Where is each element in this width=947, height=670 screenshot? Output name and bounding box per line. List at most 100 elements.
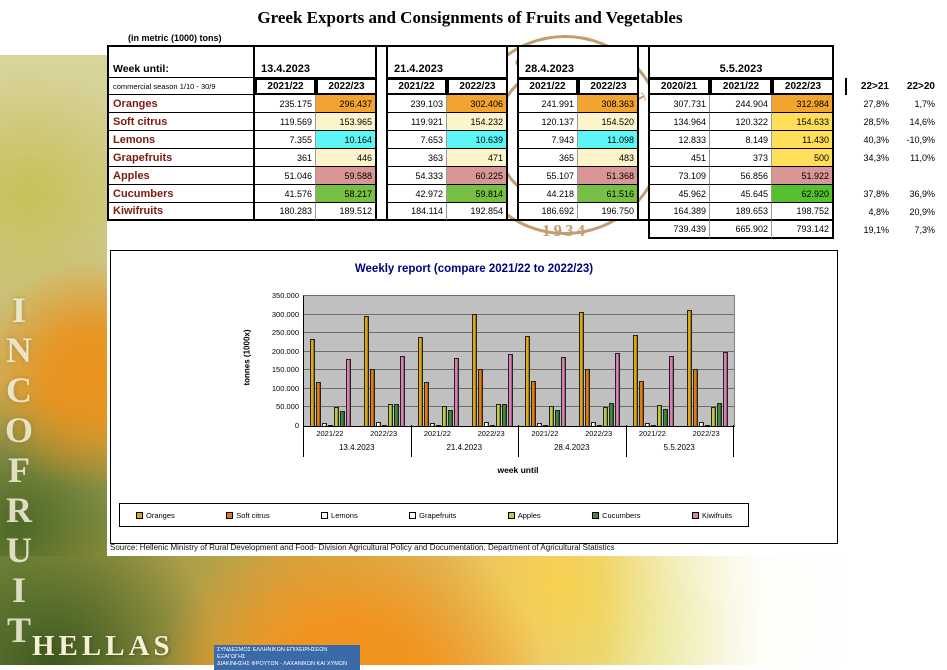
pct-value	[845, 167, 895, 185]
value-cell: 8.149	[710, 131, 772, 149]
value-cell: 51.368	[578, 167, 639, 185]
value-cell: 134.964	[648, 113, 710, 131]
y-tick-label: 250.000	[271, 328, 299, 338]
bar-kiwifruits	[346, 359, 352, 426]
legend-label: Apples	[517, 510, 541, 520]
value-cell: 302.406	[447, 95, 508, 113]
bar-grapefruits	[543, 425, 549, 426]
total-pct-value: 7,3%	[914, 225, 935, 235]
bar-cucumbers	[609, 403, 615, 426]
legend-swatch-apples	[507, 511, 515, 519]
value-cell: 45.645	[710, 185, 772, 203]
value-cell: 73.109	[648, 167, 710, 185]
legend-label: Kiwifruits	[701, 510, 732, 520]
brand-letter: N	[6, 330, 32, 370]
bar-apples	[441, 405, 447, 426]
legend-item: Grapefruits	[409, 511, 456, 520]
y-tick-label: 300.000	[271, 309, 299, 319]
x-axis-title: week until	[497, 465, 539, 475]
value-cell: 45.962	[648, 185, 710, 203]
gridline	[304, 350, 734, 352]
value-cell: 373	[710, 149, 772, 167]
background-photo-bottom	[0, 556, 860, 665]
value-cell: 7.943	[517, 131, 578, 149]
week-axis-label: 13.4.2023	[338, 443, 375, 452]
value-cell: 120.322	[710, 113, 772, 131]
value-cell: 120.137	[517, 113, 578, 131]
pct-value: 1,7%	[914, 99, 935, 109]
row-label: Kiwifruits	[107, 203, 255, 221]
bar-apples	[710, 406, 716, 426]
week-until-label: Week until:	[107, 45, 255, 78]
axis-separator	[303, 425, 304, 457]
value-cell: 189.512	[316, 203, 377, 221]
bar-kiwifruits	[561, 356, 567, 426]
legend-label: Cucumbers	[602, 510, 641, 520]
value-cell: 51.046	[255, 167, 316, 185]
value-cell: 41.576	[255, 185, 316, 203]
value-cell: 12.833	[648, 131, 710, 149]
brand-letter: C	[6, 370, 32, 410]
bar-lemons	[483, 422, 489, 426]
bar-grapefruits	[328, 425, 334, 426]
bar-grapefruits	[650, 425, 656, 426]
axis-separator	[733, 425, 734, 457]
bar-cluster	[519, 296, 573, 426]
bar-lemons	[322, 423, 328, 426]
pct-value: 40,3%	[863, 135, 889, 145]
bar-grapefruits	[704, 425, 710, 426]
season-column-header: 2020/21	[648, 78, 710, 95]
value-cell: 365	[517, 149, 578, 167]
value-cell: 471	[447, 149, 508, 167]
bar-cucumbers	[447, 410, 453, 426]
value-cell: 54.333	[386, 167, 447, 185]
value-cell: 196.750	[578, 203, 639, 221]
season-axis-label: 2021/22	[531, 429, 559, 438]
bar-lemons	[644, 423, 650, 426]
hellas-logo: HELLAS	[32, 630, 174, 662]
value-cell: 186.692	[517, 203, 578, 221]
row-label: Soft citrus	[107, 113, 255, 131]
bar-cluster	[358, 296, 412, 426]
bar-oranges	[579, 311, 585, 426]
bar-cluster	[573, 296, 627, 426]
association-banner: ΣΥΝΔΕΣΜΟΣ ΕΛΛΗΝΙΚΩΝ ΕΠΙΧΕΙΡΗΣΕΩΝ ΕΞΑΓΩΓΗ…	[214, 645, 360, 670]
brand-letter: F	[8, 450, 30, 490]
bar-kiwifruits	[615, 352, 621, 426]
value-cell: 51.922	[772, 167, 834, 185]
y-tick-label: 50.000	[276, 402, 299, 412]
spacer	[639, 203, 648, 221]
bar-apples	[656, 404, 662, 426]
bar-grapefruits	[597, 425, 603, 426]
legend-label: Lemons	[331, 510, 358, 520]
gridline	[304, 369, 734, 371]
source-note: Source: Hellenic Ministry of Rural Devel…	[110, 543, 615, 552]
pct-value: 28,5%	[863, 117, 889, 127]
bar-apples	[388, 403, 394, 426]
bar-grapefruits	[435, 425, 441, 426]
legend-swatch-oranges	[136, 511, 143, 519]
value-cell: 62.920	[772, 185, 834, 203]
units-note: (in metric (1000) tons)	[128, 33, 222, 43]
chart-legend: Oranges Soft citrus Lemons Grapefruits Apple…	[119, 503, 749, 527]
value-cell: 192.854	[447, 203, 508, 221]
value-cell: 164.389	[648, 203, 710, 221]
bar-cucumbers	[716, 402, 722, 426]
axis-separator	[410, 425, 412, 457]
bar-oranges	[525, 336, 531, 426]
season-column-header: 2021/22	[517, 78, 578, 95]
pct-value: 4,8%	[868, 207, 889, 217]
value-cell: 59.814	[447, 185, 508, 203]
value-cell: 119.569	[255, 113, 316, 131]
stamp-year: 1934	[542, 221, 588, 240]
value-cell: 308.363	[578, 95, 639, 113]
value-cell: 184.114	[386, 203, 447, 221]
value-cell: 10.639	[447, 131, 508, 149]
legend-swatch-kiwifruits	[691, 511, 699, 519]
bar-soft-citrus	[316, 381, 322, 426]
season-column-header: 2022/23	[772, 78, 834, 95]
pct-column-header: 22>20	[906, 81, 935, 92]
bar-kiwifruits	[507, 354, 513, 426]
value-cell: 11.098	[578, 131, 639, 149]
